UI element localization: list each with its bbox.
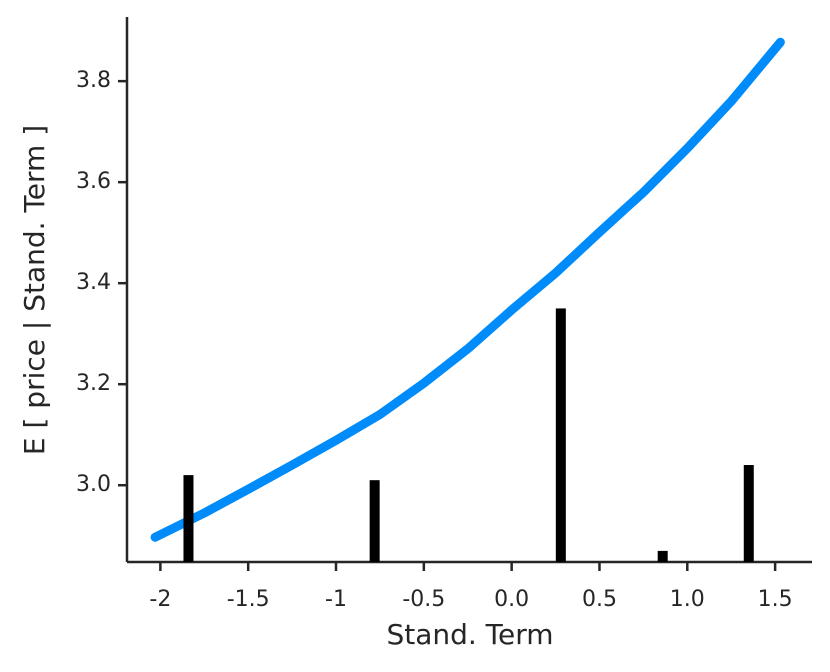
x-axis-label: Stand. Term [386,618,553,651]
y-tick-label: 3.4 [76,270,111,295]
bar [369,480,380,562]
bar [743,465,754,562]
y-tick-label: 3.6 [76,169,111,194]
y-tick-label: 3.2 [76,371,111,396]
y-tick-label: 3.0 [76,472,111,497]
bar [555,308,566,562]
x-tick-label: 1.0 [670,587,705,612]
x-tick-label: -1 [325,587,347,612]
x-tick-label: -2 [149,587,171,612]
y-tick-label: 3.8 [76,68,111,93]
x-tick-label: 0.5 [582,587,617,612]
x-tick-label: -0.5 [402,587,445,612]
bar [657,550,668,562]
y-axis-label: E [ price | Stand. Term ] [18,125,51,455]
x-tick-label: 0.0 [494,587,529,612]
x-tick-label: -1.5 [227,587,270,612]
bar [183,475,194,562]
line [150,37,785,542]
x-tick-label: 1.5 [758,587,793,612]
